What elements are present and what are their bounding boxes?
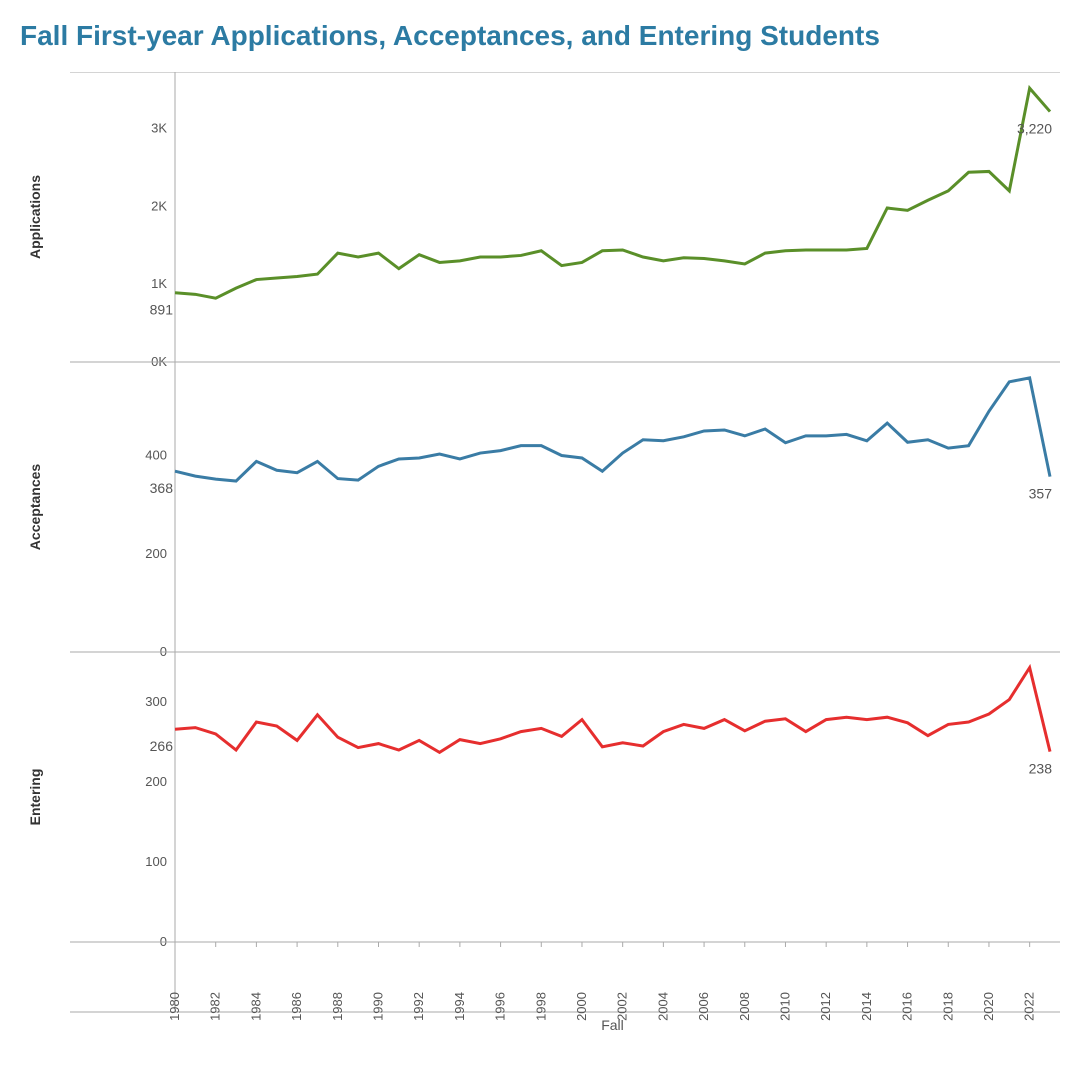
start-value-label: 368: [150, 480, 174, 496]
y-tick-label: 200: [145, 546, 167, 561]
x-tick-label: 2016: [900, 992, 915, 1021]
multi-panel-line-chart: Applications0K1K2K3K8913,220Acceptances0…: [20, 72, 1060, 1042]
y-tick-label: 200: [145, 774, 167, 789]
x-tick-label: 1984: [248, 992, 263, 1021]
y-tick-label: 1K: [151, 276, 167, 291]
x-tick-label: 2012: [818, 992, 833, 1021]
y-tick-label: 300: [145, 694, 167, 709]
panel-label-entering: Entering: [27, 769, 43, 826]
x-tick-label: 2000: [574, 992, 589, 1021]
x-tick-label: 1988: [330, 992, 345, 1021]
y-tick-label: 2K: [151, 198, 167, 213]
y-tick-label: 3K: [151, 121, 167, 136]
x-tick-label: 2004: [655, 992, 670, 1021]
x-tick-label: 1996: [493, 992, 508, 1021]
chart-container: Applications0K1K2K3K8913,220Acceptances0…: [20, 72, 1060, 1042]
panel-label-acceptances: Acceptances: [27, 464, 43, 551]
end-value-label: 238: [1029, 761, 1053, 777]
x-tick-label: 2022: [1022, 992, 1037, 1021]
x-tick-label: 2014: [859, 992, 874, 1021]
end-value-label: 3,220: [1017, 121, 1052, 137]
y-tick-label: 100: [145, 854, 167, 869]
chart-title: Fall First-year Applications, Acceptance…: [20, 20, 1060, 52]
x-tick-label: 2010: [777, 992, 792, 1021]
x-tick-label: 2006: [696, 992, 711, 1021]
x-axis-title: Fall: [601, 1017, 624, 1033]
panel-label-applications: Applications: [27, 175, 43, 259]
x-tick-label: 2020: [981, 992, 996, 1021]
x-tick-label: 1980: [167, 992, 182, 1021]
x-tick-label: 1992: [411, 992, 426, 1021]
x-tick-label: 1986: [289, 992, 304, 1021]
y-tick-label: 400: [145, 448, 167, 463]
x-tick-label: 2018: [940, 992, 955, 1021]
line-entering: [175, 668, 1050, 753]
x-tick-label: 2008: [737, 992, 752, 1021]
start-value-label: 891: [150, 302, 174, 318]
x-tick-label: 1994: [452, 992, 467, 1021]
x-tick-label: 1998: [533, 992, 548, 1021]
line-applications: [175, 88, 1050, 298]
line-acceptances: [175, 378, 1050, 481]
end-value-label: 357: [1029, 486, 1053, 502]
x-tick-label: 1990: [370, 992, 385, 1021]
start-value-label: 266: [150, 738, 174, 754]
x-tick-label: 1982: [208, 992, 223, 1021]
